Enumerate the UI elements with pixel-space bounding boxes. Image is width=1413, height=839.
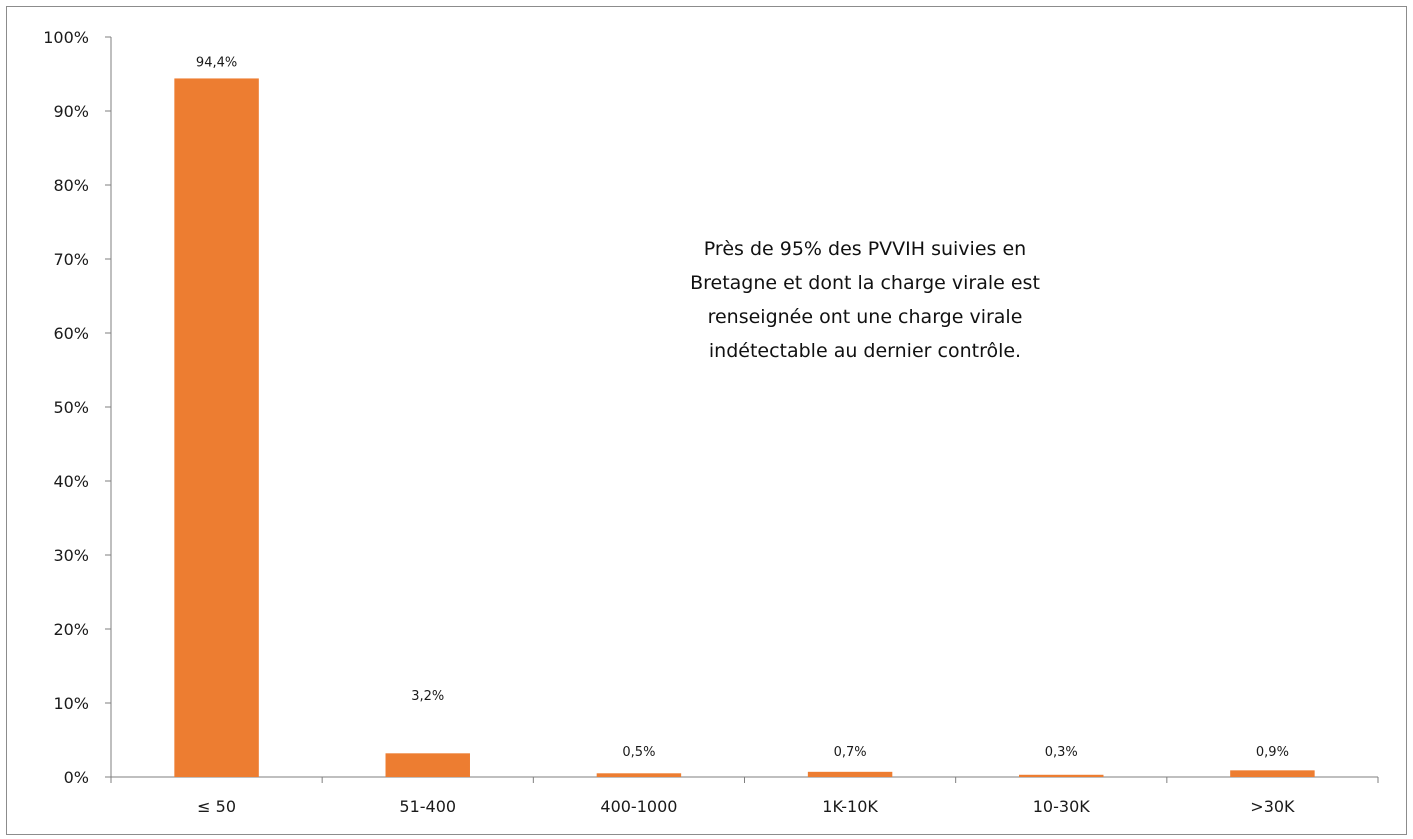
data-label: 3,2% [411,689,444,704]
bar [1230,770,1315,777]
bar [596,773,682,777]
x-category-label: >30K [1250,797,1295,816]
x-category-label: 1K-10K [822,797,878,816]
y-tick-label: 40% [53,472,89,491]
data-label: 0,3% [1045,745,1078,760]
y-tick-label: 30% [53,546,89,565]
data-label: 0,5% [622,745,655,760]
y-tick-label: 90% [53,102,89,121]
y-tick-label: 80% [53,176,89,195]
y-tick-label: 70% [53,250,89,269]
annotation-line-3: renseignée ont une charge virale [707,306,1023,328]
annotation-line-2: Bretagne et dont la charge virale est [690,272,1040,294]
bar [1019,774,1104,777]
x-category-label: 10-30K [1033,797,1090,816]
y-tick-label: 0% [64,768,89,787]
bar [385,753,470,777]
data-label: 0,9% [1256,745,1289,760]
y-tick-label: 60% [53,324,89,343]
x-category-label: ≤ 50 [197,797,236,816]
x-category-label: 400-1000 [600,797,677,816]
data-label: 0,7% [834,745,867,760]
y-tick-label: 20% [53,620,89,639]
annotation-line-4: indétectable au dernier contrôle. [708,340,1022,362]
y-tick-label: 50% [53,398,89,417]
data-label: 94,4% [196,55,237,70]
chart-annotation: Près de 95% des PVVIH suivies en Bretagn… [605,232,1125,368]
y-tick-label: 100% [43,28,89,47]
x-category-label: 51-400 [399,797,456,816]
annotation-line-1: Près de 95% des PVVIH suivies en [703,238,1027,260]
y-tick-label: 10% [53,694,89,713]
bar [807,771,893,777]
bar [174,78,259,777]
